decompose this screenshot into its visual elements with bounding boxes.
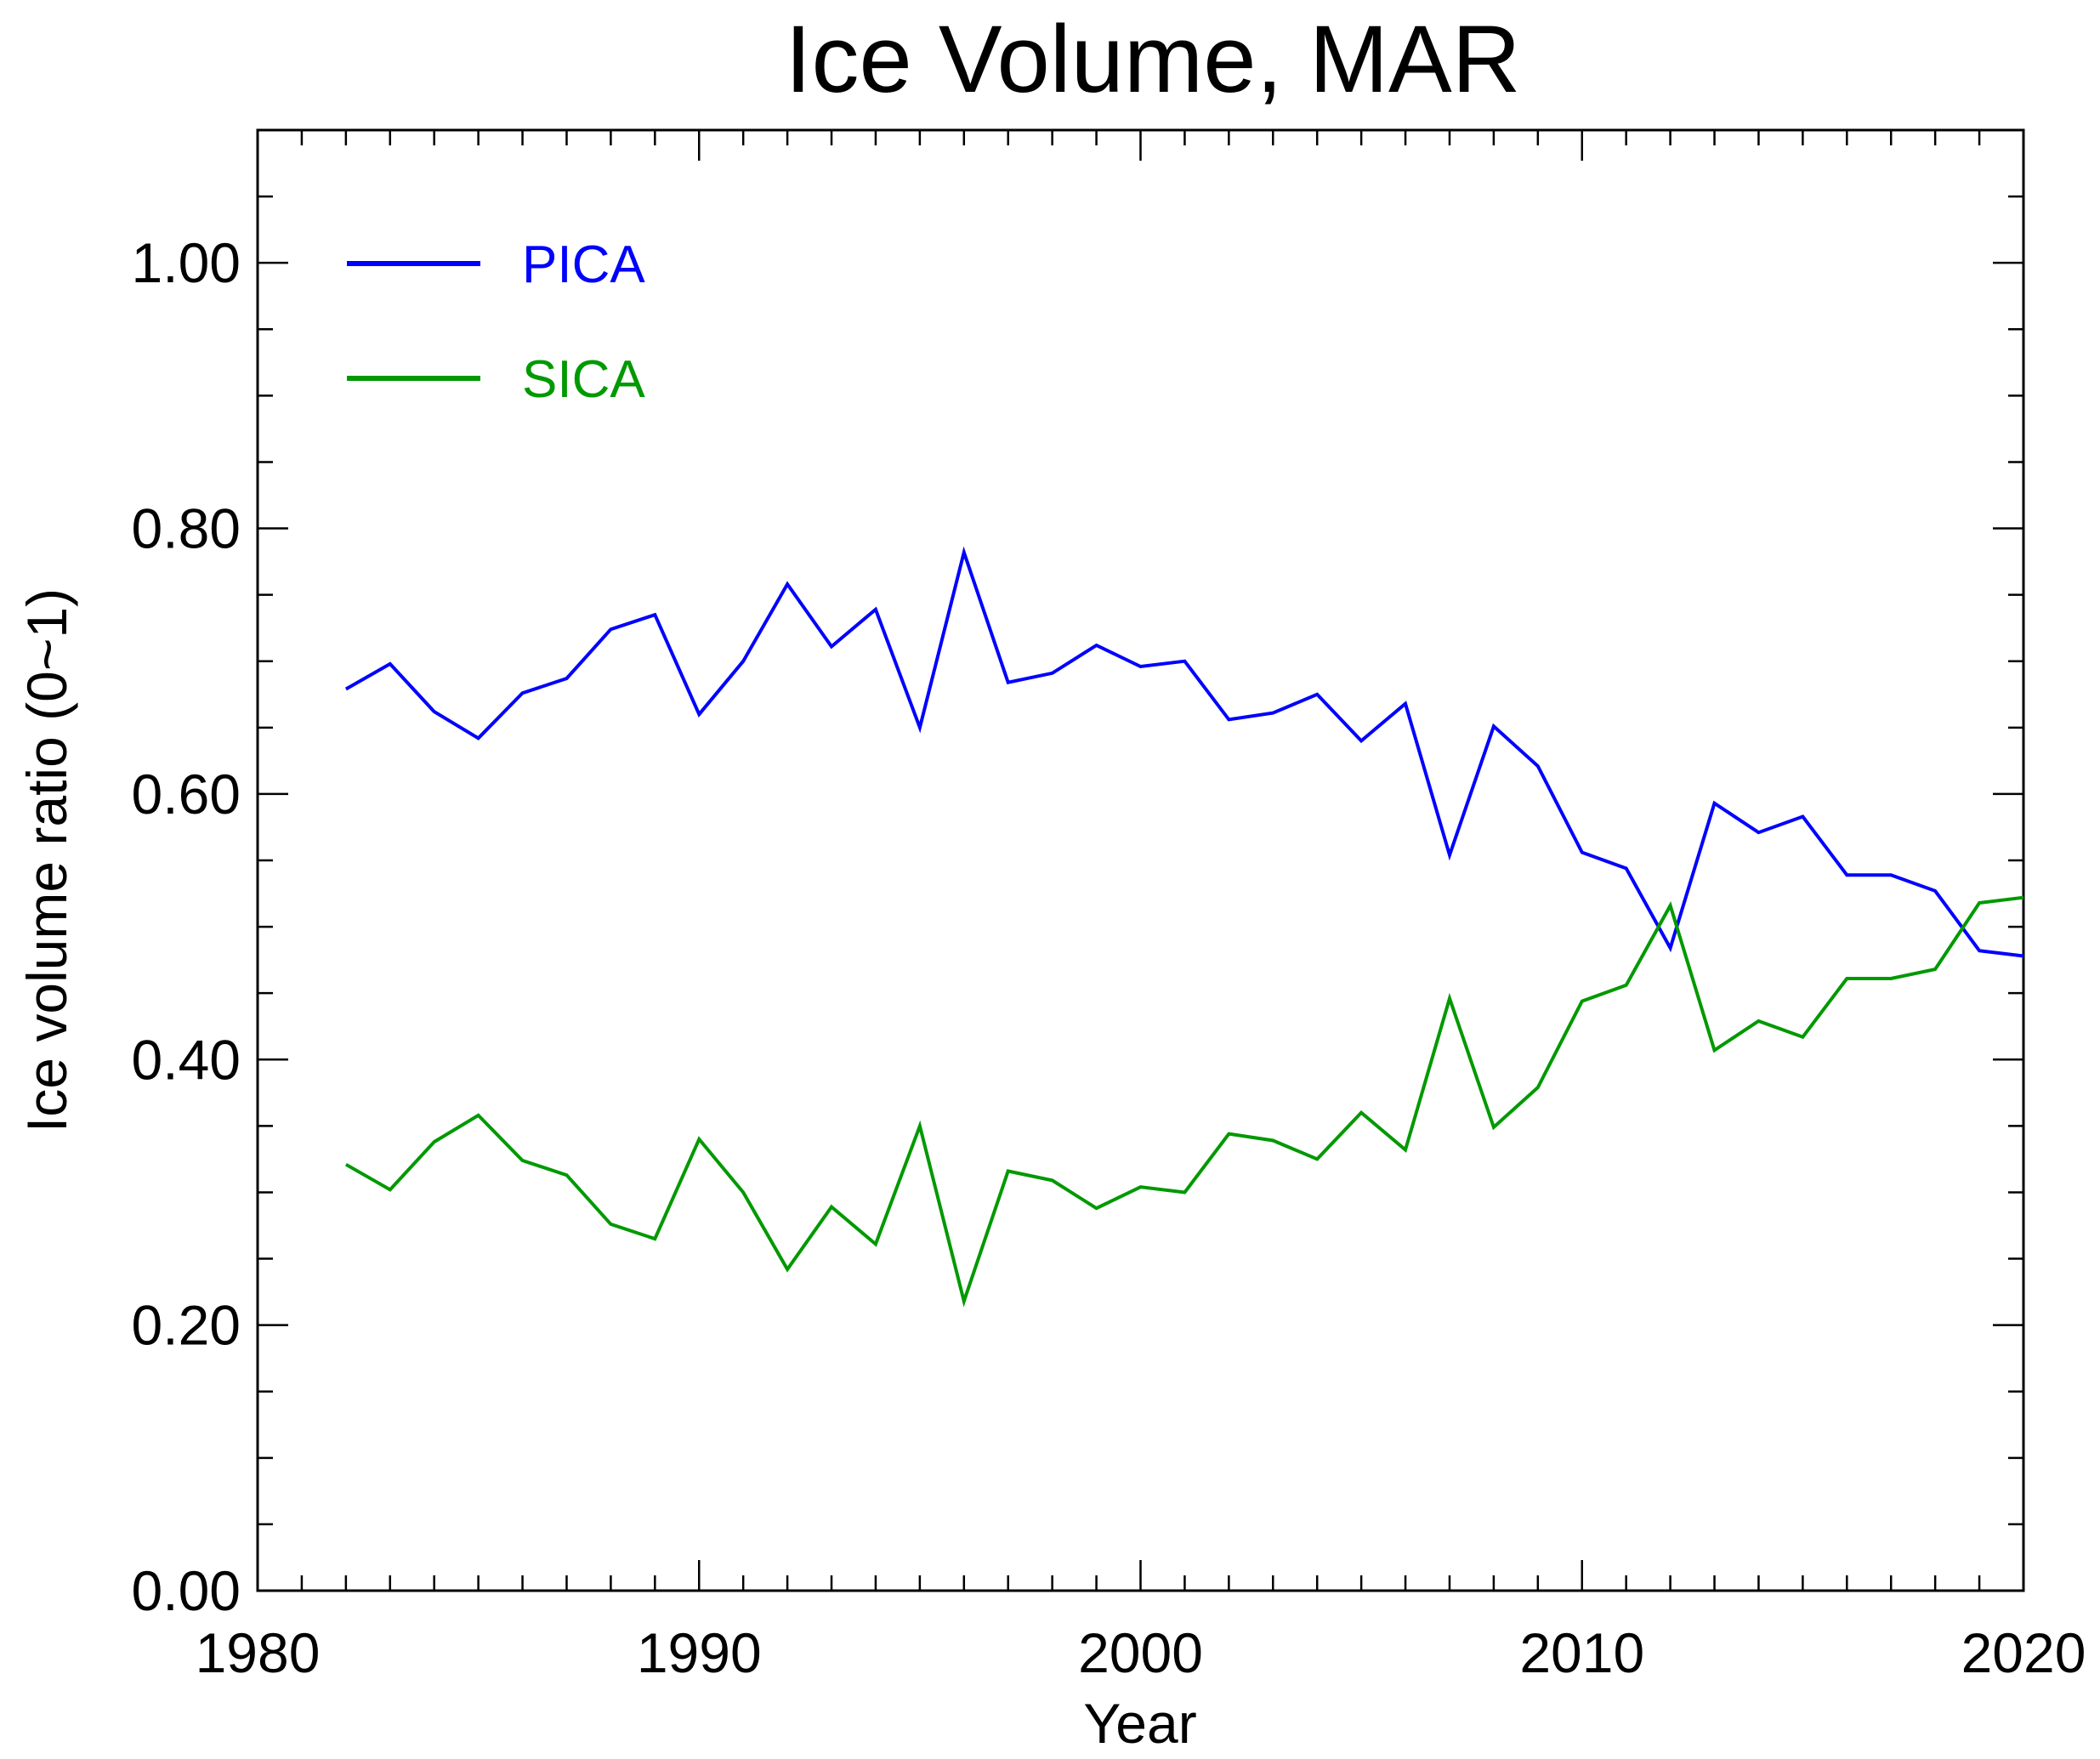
x-tick-labels: 1980 1990 2000 2010 2020 xyxy=(196,1621,2086,1684)
y-tick-label: 0.40 xyxy=(132,1028,241,1091)
chart-title: Ice Volume, MAR xyxy=(785,6,1520,112)
series-line-pica xyxy=(344,546,2024,958)
y-tick-label: 0.20 xyxy=(132,1294,241,1357)
legend: PICA SICA xyxy=(347,235,645,409)
y-tick-label: 0.80 xyxy=(132,497,241,560)
y-tick-label: 0.00 xyxy=(132,1559,241,1622)
x-tick-label: 1980 xyxy=(196,1621,321,1684)
y-tick-label: 1.00 xyxy=(132,231,241,294)
y-axis-label: Ice volume ratio (0~1) xyxy=(15,588,78,1132)
axis-ticks xyxy=(256,128,2025,1592)
x-tick-label: 2020 xyxy=(1961,1621,2086,1684)
plot-frame xyxy=(256,128,2025,1592)
legend-label-pica: PICA xyxy=(522,235,645,294)
series-line-sica xyxy=(344,895,2024,1308)
x-tick-label: 2010 xyxy=(1519,1621,1644,1684)
x-tick-label: 1990 xyxy=(637,1621,762,1684)
x-axis-label: Year xyxy=(1083,1692,1196,1755)
series-lines xyxy=(344,546,2024,1308)
y-tick-labels: 0.00 0.20 0.40 0.60 0.80 1.00 xyxy=(132,231,241,1622)
legend-label-sica: SICA xyxy=(522,350,645,409)
y-tick-label: 0.60 xyxy=(132,763,241,826)
x-tick-label: 2000 xyxy=(1078,1621,1203,1684)
